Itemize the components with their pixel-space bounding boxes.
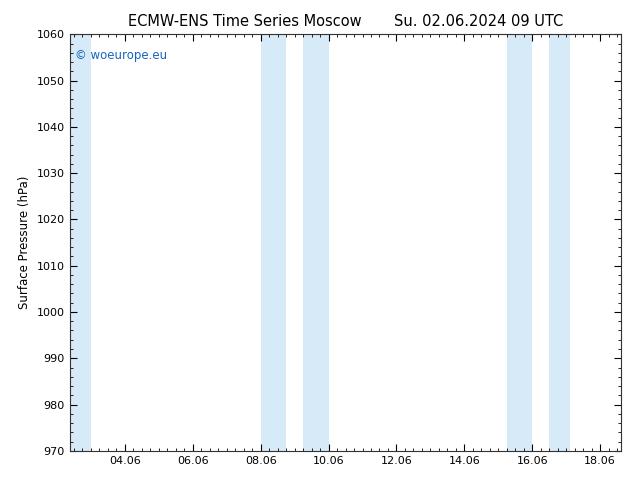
Bar (549, 34, 571, 451)
Bar (261, 34, 286, 451)
Bar (70, 34, 91, 451)
Text: © woeurope.eu: © woeurope.eu (75, 49, 167, 62)
Bar (303, 34, 328, 451)
Y-axis label: Surface Pressure (hPa): Surface Pressure (hPa) (18, 176, 31, 309)
Bar (507, 34, 532, 451)
Title: ECMW-ENS Time Series Moscow       Su. 02.06.2024 09 UTC: ECMW-ENS Time Series Moscow Su. 02.06.20… (128, 14, 563, 29)
